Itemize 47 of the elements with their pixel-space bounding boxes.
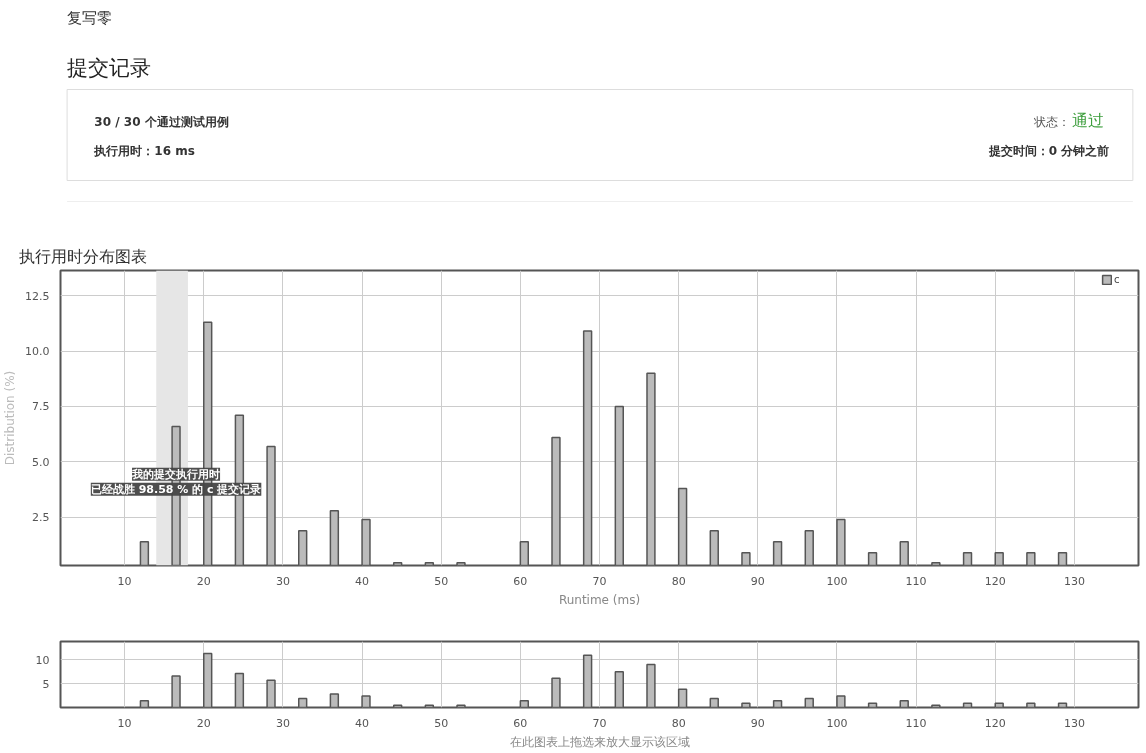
annotation: 已经战胜 98.58 % 的 c 提交记录 [90, 482, 262, 496]
x-tick-label: 120 [984, 574, 1006, 588]
x-tick-label: 40 [355, 716, 370, 730]
x-tick-label: 120 [984, 716, 1006, 730]
y-tick-label: 7.5 [32, 400, 50, 414]
text: 状态： [1032, 114, 1070, 129]
x-tick-label: 70 [592, 574, 607, 588]
y-tick-label: 10 [35, 653, 50, 667]
text: 执行用时：16 ms [93, 143, 195, 158]
x-tick-label: 60 [513, 716, 528, 730]
x-tick-label: 100 [826, 716, 848, 730]
y-axis-title: Distribution (%) [3, 370, 18, 466]
x-tick-label: 100 [826, 574, 848, 588]
x-tick-label: 80 [671, 574, 686, 588]
y-tick-label: 5.0 [32, 455, 50, 469]
text: 提交时间：0 分钟之前 [987, 143, 1110, 158]
x-tick-label: 70 [592, 716, 607, 730]
x-tick-label: 90 [750, 574, 765, 588]
x-tick-label: 10 [117, 716, 132, 730]
text: 通过 [1071, 111, 1104, 130]
x-tick-label: 20 [196, 574, 211, 588]
y-tick-label: 10.0 [25, 345, 50, 359]
x-tick-label: 50 [434, 716, 449, 730]
x-tick-label: 90 [750, 716, 765, 730]
x-tick-label: 10 [117, 574, 132, 588]
x-tick-label: 80 [671, 716, 686, 730]
x-tick-label: 130 [1063, 716, 1085, 730]
text: 提交记录 [67, 55, 152, 80]
x-tick-label: 130 [1063, 574, 1085, 588]
x-tick-label: 110 [905, 716, 927, 730]
x-tick-label: 40 [355, 574, 370, 588]
x-tick-label: 30 [275, 716, 290, 730]
x-tick-label: 20 [196, 716, 211, 730]
text: 复写零 [67, 8, 113, 27]
legend-label: c [1114, 274, 1121, 285]
text: 30 / 30 个通过测试用例 [94, 114, 229, 129]
y-tick-label: 2.5 [32, 511, 50, 525]
annotation: 我的提交执行用时 [131, 467, 221, 481]
x-axis-title: 在此图表上拖选来放大显示该区域 [509, 734, 690, 749]
x-tick-label: 110 [905, 574, 927, 588]
chart-title: 执行用时分布图表 [18, 246, 147, 266]
y-tick-label: 5 [42, 677, 50, 691]
x-tick-label: 30 [275, 574, 290, 588]
x-tick-label: 50 [434, 574, 449, 588]
x-axis-title: Runtime (ms) [558, 592, 641, 607]
y-tick-label: 12.5 [25, 289, 50, 303]
x-tick-label: 60 [513, 574, 528, 588]
